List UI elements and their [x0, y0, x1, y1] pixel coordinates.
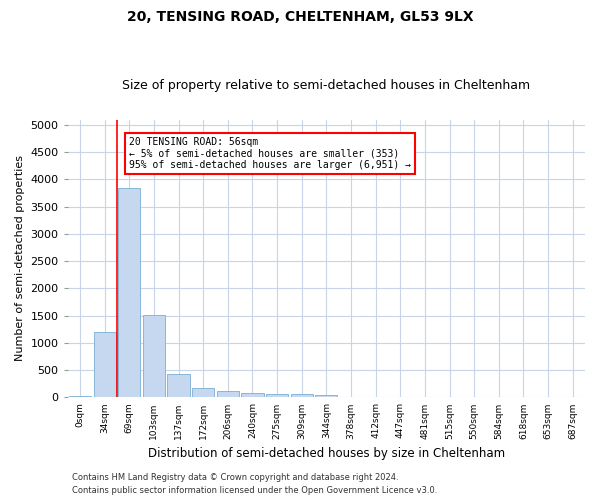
X-axis label: Distribution of semi-detached houses by size in Cheltenham: Distribution of semi-detached houses by …	[148, 447, 505, 460]
Bar	[94, 332, 116, 398]
Bar	[192, 388, 214, 398]
Bar	[69, 396, 91, 398]
Bar	[266, 394, 288, 398]
Text: 20 TENSING ROAD: 56sqm
← 5% of semi-detached houses are smaller (353)
95% of sem: 20 TENSING ROAD: 56sqm ← 5% of semi-deta…	[129, 137, 411, 170]
Y-axis label: Number of semi-detached properties: Number of semi-detached properties	[15, 156, 25, 362]
Bar	[340, 397, 362, 398]
Bar	[217, 392, 239, 398]
Bar	[315, 395, 337, 398]
Text: Contains HM Land Registry data © Crown copyright and database right 2024.
Contai: Contains HM Land Registry data © Crown c…	[72, 474, 437, 495]
Text: 20, TENSING ROAD, CHELTENHAM, GL53 9LX: 20, TENSING ROAD, CHELTENHAM, GL53 9LX	[127, 10, 473, 24]
Bar	[241, 392, 263, 398]
Title: Size of property relative to semi-detached houses in Cheltenham: Size of property relative to semi-detach…	[122, 79, 530, 92]
Bar	[143, 314, 165, 398]
Bar	[167, 374, 190, 398]
Bar	[290, 394, 313, 398]
Bar	[118, 188, 140, 398]
